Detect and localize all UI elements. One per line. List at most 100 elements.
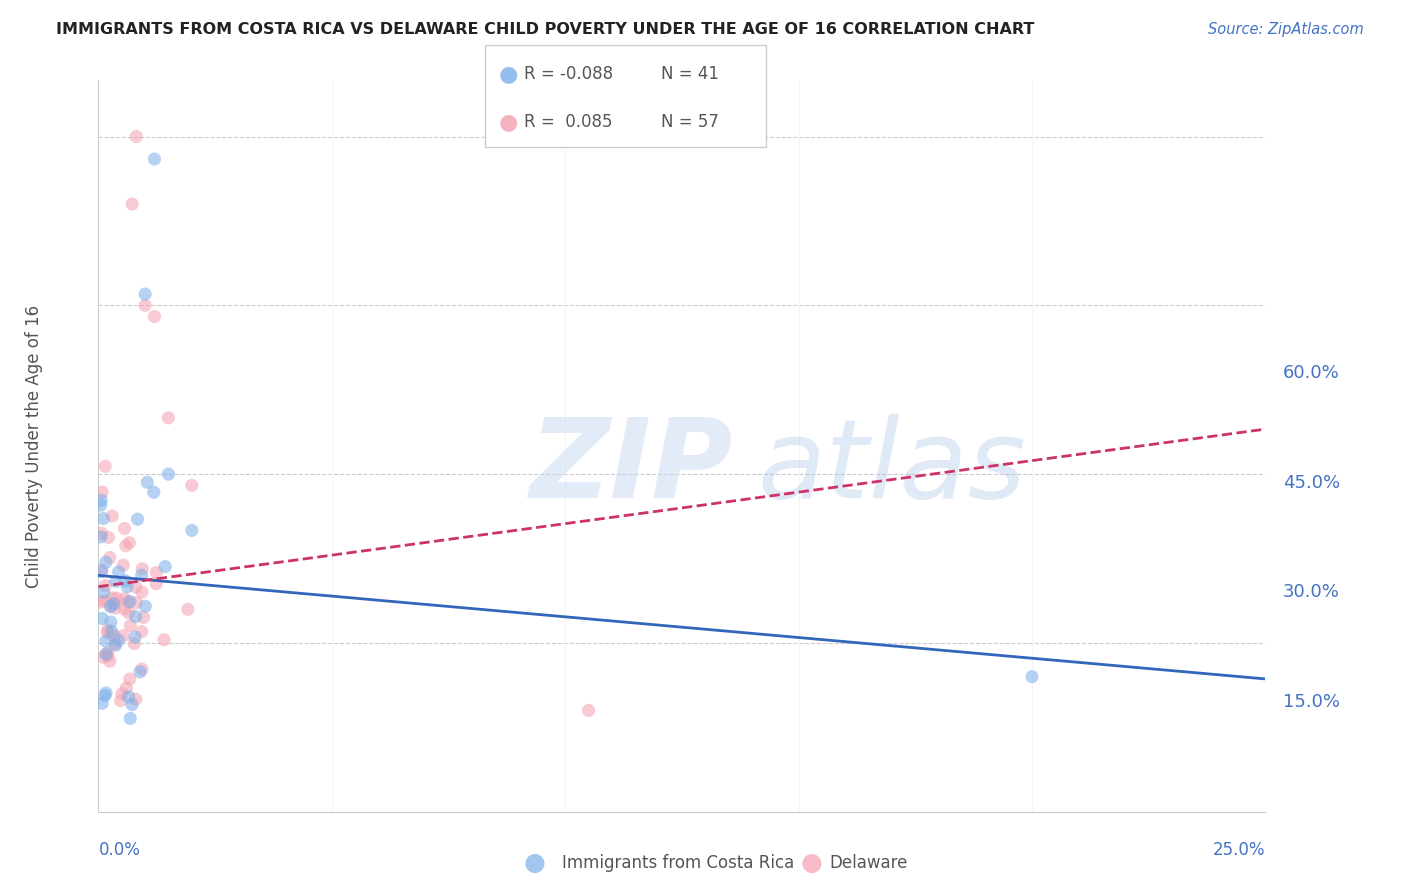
Point <box>90 530 112 544</box>
Point <box>120 711 142 725</box>
Point <box>101 591 124 605</box>
Point <box>114 539 136 553</box>
Point <box>94 459 117 474</box>
Point <box>132 610 155 624</box>
Point <box>112 629 135 643</box>
Point <box>118 535 141 549</box>
Text: N = 57: N = 57 <box>661 113 718 131</box>
Point <box>121 698 143 712</box>
Point <box>91 696 114 710</box>
Point <box>100 599 122 613</box>
Point <box>131 585 153 599</box>
Text: ●: ● <box>499 64 519 84</box>
Point <box>134 298 156 312</box>
Text: IMMIGRANTS FROM COSTA RICA VS DELAWARE CHILD POVERTY UNDER THE AGE OF 16 CORRELA: IMMIGRANTS FROM COSTA RICA VS DELAWARE C… <box>56 22 1035 37</box>
Point <box>90 498 112 512</box>
Point <box>98 654 121 668</box>
Point <box>97 531 120 545</box>
Point <box>90 595 112 609</box>
Point <box>93 585 115 599</box>
Point <box>115 580 138 594</box>
Point <box>125 580 148 594</box>
Point <box>125 129 148 144</box>
Point <box>121 197 143 211</box>
Point <box>112 558 135 573</box>
Point <box>114 522 136 536</box>
Point <box>118 690 141 704</box>
Point <box>180 478 202 492</box>
Point <box>107 633 129 648</box>
Point <box>111 687 134 701</box>
Point <box>101 509 124 524</box>
Point <box>94 555 117 569</box>
Point <box>131 662 153 676</box>
Text: atlas: atlas <box>758 415 1026 522</box>
Point <box>114 602 136 616</box>
Point <box>96 625 118 640</box>
Point <box>91 511 114 525</box>
Text: Source: ZipAtlas.com: Source: ZipAtlas.com <box>1208 22 1364 37</box>
Point <box>103 628 125 642</box>
Point <box>578 703 600 717</box>
Text: 15.0%: 15.0% <box>1282 693 1340 711</box>
Point <box>101 597 124 611</box>
Text: 45.0%: 45.0% <box>1282 474 1340 491</box>
Point <box>124 630 146 644</box>
Point <box>180 524 202 538</box>
Text: Delaware: Delaware <box>830 854 908 871</box>
Point <box>94 647 117 661</box>
Point <box>157 467 180 482</box>
Text: ●: ● <box>800 851 823 874</box>
Point <box>90 565 112 579</box>
Point <box>142 485 165 500</box>
Point <box>100 624 122 639</box>
Point <box>131 568 153 582</box>
Point <box>127 512 149 526</box>
Point <box>104 638 127 652</box>
Text: Immigrants from Costa Rica: Immigrants from Costa Rica <box>562 854 794 871</box>
Point <box>134 287 156 301</box>
Point <box>131 624 153 639</box>
Point <box>118 594 141 608</box>
Point <box>131 562 153 576</box>
Point <box>96 646 118 660</box>
Point <box>1021 670 1043 684</box>
Text: ZIP: ZIP <box>530 415 734 522</box>
Point <box>136 475 159 490</box>
Point <box>105 591 128 606</box>
Point <box>100 615 122 629</box>
Text: 25.0%: 25.0% <box>1213 841 1265 859</box>
Point <box>91 485 114 500</box>
Point <box>117 595 139 609</box>
Point <box>143 152 166 166</box>
Point <box>122 636 145 650</box>
Point <box>134 599 156 614</box>
Text: R = -0.088: R = -0.088 <box>524 65 613 83</box>
Text: 30.0%: 30.0% <box>1282 583 1340 601</box>
Point <box>91 650 114 665</box>
Point <box>114 591 136 606</box>
Point <box>94 634 117 648</box>
Point <box>114 574 136 588</box>
Point <box>125 595 148 609</box>
Point <box>107 565 129 579</box>
Text: ●: ● <box>499 112 519 132</box>
Point <box>145 576 167 591</box>
Point <box>90 493 112 508</box>
Point <box>157 410 180 425</box>
Point <box>94 689 117 703</box>
Text: N = 41: N = 41 <box>661 65 718 83</box>
Point <box>145 566 167 580</box>
Point <box>143 310 166 324</box>
Point <box>98 550 121 565</box>
Point <box>110 694 132 708</box>
Point <box>103 597 125 611</box>
Point <box>94 579 117 593</box>
Text: 0.0%: 0.0% <box>98 841 141 859</box>
Point <box>153 632 176 647</box>
Point <box>104 637 127 651</box>
Point <box>125 609 148 624</box>
Point <box>94 686 117 700</box>
Point <box>125 692 148 706</box>
Point <box>91 563 114 577</box>
